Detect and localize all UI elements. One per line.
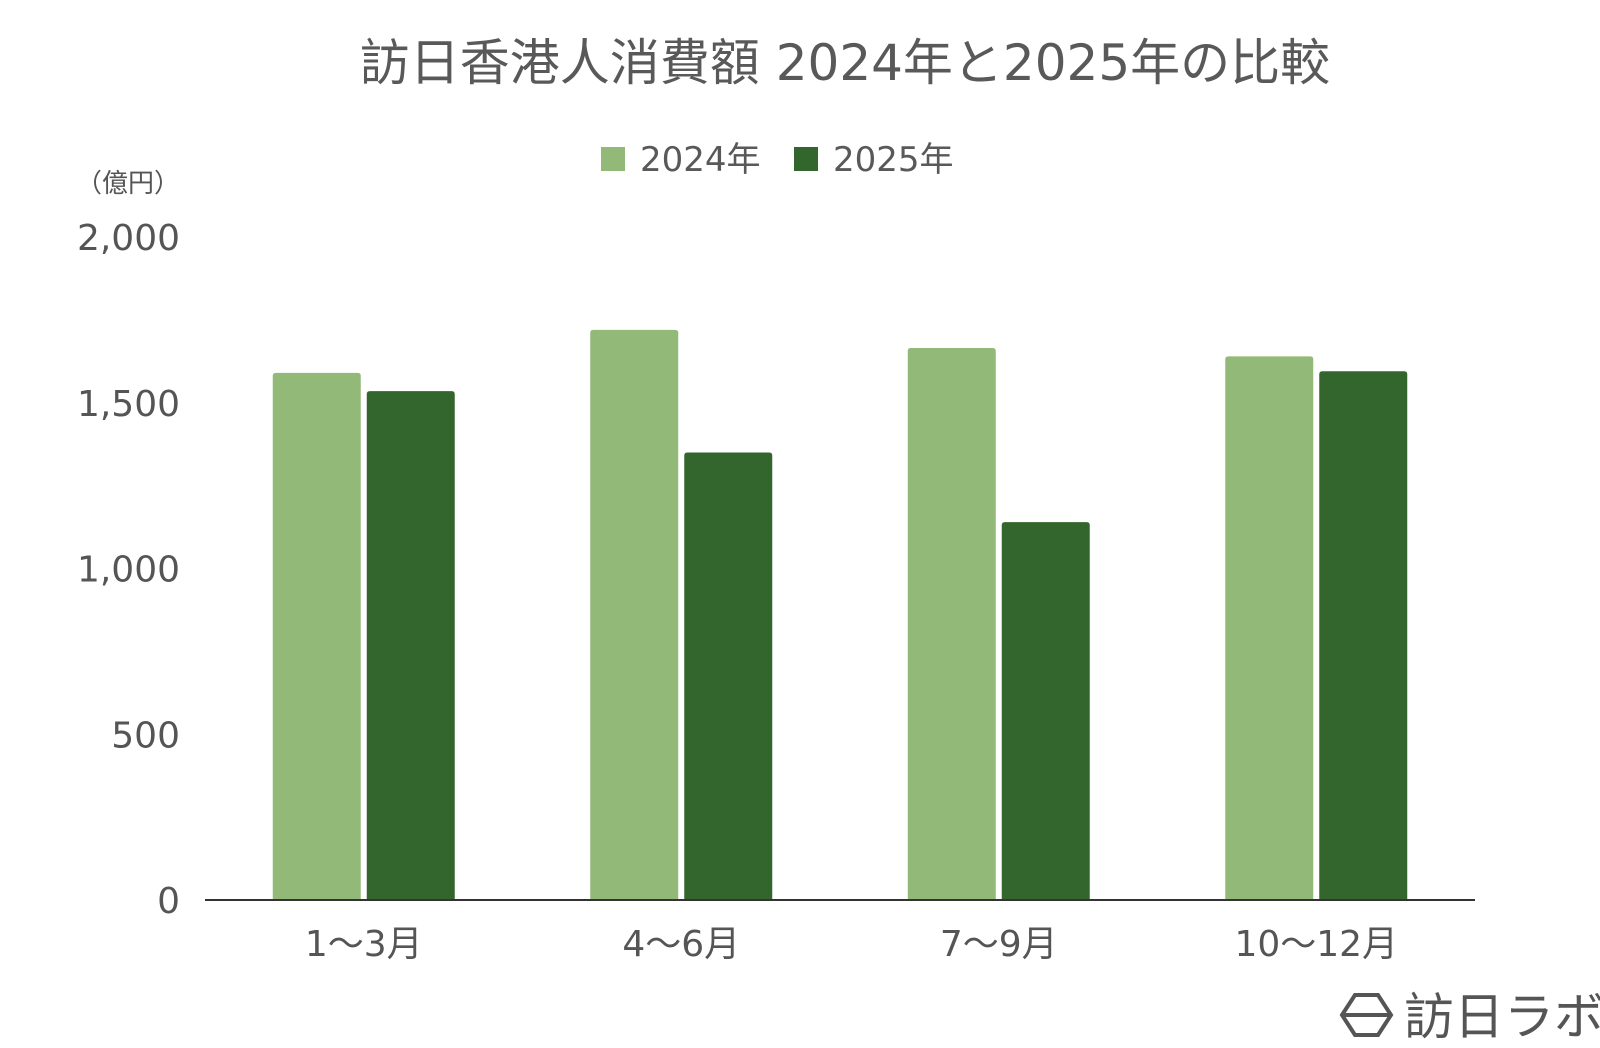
legend-label: 2025年 <box>833 140 954 180</box>
y-axis-ticks: 0 500 1,000 1,500 2,000 <box>77 218 180 922</box>
y-tick-label: 1,000 <box>77 550 180 591</box>
bars <box>272 329 1408 901</box>
y-tick-label: 2,000 <box>77 218 180 259</box>
bar-series-1 <box>590 329 679 900</box>
x-tick-label: 10〜12月 <box>1234 924 1398 965</box>
bar-series-2 <box>366 391 455 900</box>
y-tick-label: 500 <box>111 715 180 756</box>
y-tick-label: 0 <box>157 881 180 922</box>
x-tick-label: 7〜9月 <box>940 924 1058 965</box>
bar-series-2 <box>684 452 773 900</box>
x-tick-label: 1〜3月 <box>305 924 423 965</box>
x-tick-label: 4〜6月 <box>622 924 740 965</box>
legend-swatch <box>601 147 625 171</box>
y-axis-unit-label: （億円） <box>76 169 180 199</box>
hexagon-logo-icon <box>1339 993 1394 1037</box>
y-tick-label: 1,500 <box>77 384 180 425</box>
legend-label: 2024年 <box>640 140 761 180</box>
bar-series-1 <box>272 372 361 900</box>
bar-series-1 <box>907 348 996 900</box>
chart-title: 訪日香港人消費額 2024年と2025年の比較 <box>360 34 1330 92</box>
brand-logo-text: 訪日ラボ <box>1404 988 1600 1046</box>
x-axis-labels: 1〜3月 4〜6月 7〜9月 10〜12月 <box>305 924 1398 965</box>
bar-series-1 <box>1225 356 1314 901</box>
legend-swatch <box>794 147 818 171</box>
legend: 2024年 2025年 <box>601 140 954 180</box>
bar-series-2 <box>1001 522 1090 900</box>
brand-logo: 訪日ラボ <box>1339 988 1600 1046</box>
bar-series-2 <box>1319 371 1408 900</box>
